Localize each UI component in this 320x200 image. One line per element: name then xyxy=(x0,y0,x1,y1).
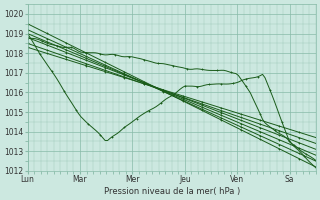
X-axis label: Pression niveau de la mer( hPa ): Pression niveau de la mer( hPa ) xyxy=(104,187,240,196)
